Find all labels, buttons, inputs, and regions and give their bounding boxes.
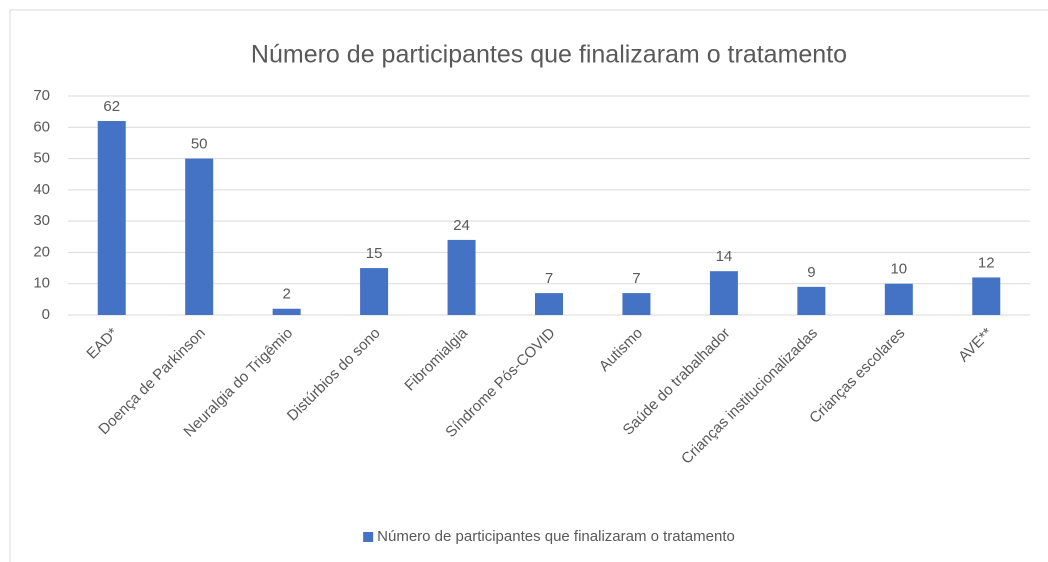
bar [972, 277, 1001, 315]
bar [622, 293, 651, 315]
y-tick-label: 0 [42, 306, 50, 323]
data-label: 9 [807, 264, 815, 281]
bar [185, 158, 214, 315]
y-tick-label: 50 [33, 150, 50, 167]
chart-border [9, 9, 1048, 562]
bar [360, 268, 389, 315]
bar [272, 308, 301, 315]
bar [97, 121, 126, 316]
data-label: 12 [978, 254, 995, 271]
bar [797, 286, 826, 315]
y-tick-label: 30 [33, 212, 50, 229]
data-label: 2 [282, 286, 290, 303]
bar [884, 283, 913, 315]
data-label: 7 [545, 270, 553, 287]
data-label: 14 [716, 248, 733, 265]
data-label: 50 [191, 136, 208, 153]
bar [709, 271, 738, 315]
data-label: 24 [453, 217, 470, 234]
data-label: 62 [103, 98, 120, 115]
y-tick-label: 60 [33, 118, 50, 135]
chart-title: Número de participantes que finalizaram … [251, 41, 847, 69]
data-label: 7 [632, 270, 640, 287]
bar [447, 239, 476, 315]
y-tick-label: 10 [33, 275, 50, 292]
legend-swatch [363, 532, 374, 542]
data-label: 15 [366, 245, 383, 262]
y-tick-label: 70 [33, 87, 50, 104]
y-tick-label: 20 [33, 243, 50, 260]
bar [535, 293, 563, 315]
y-tick-label: 40 [33, 181, 50, 198]
legend-label: Número de participantes que finalizaram … [377, 528, 735, 545]
data-label: 10 [890, 261, 907, 278]
